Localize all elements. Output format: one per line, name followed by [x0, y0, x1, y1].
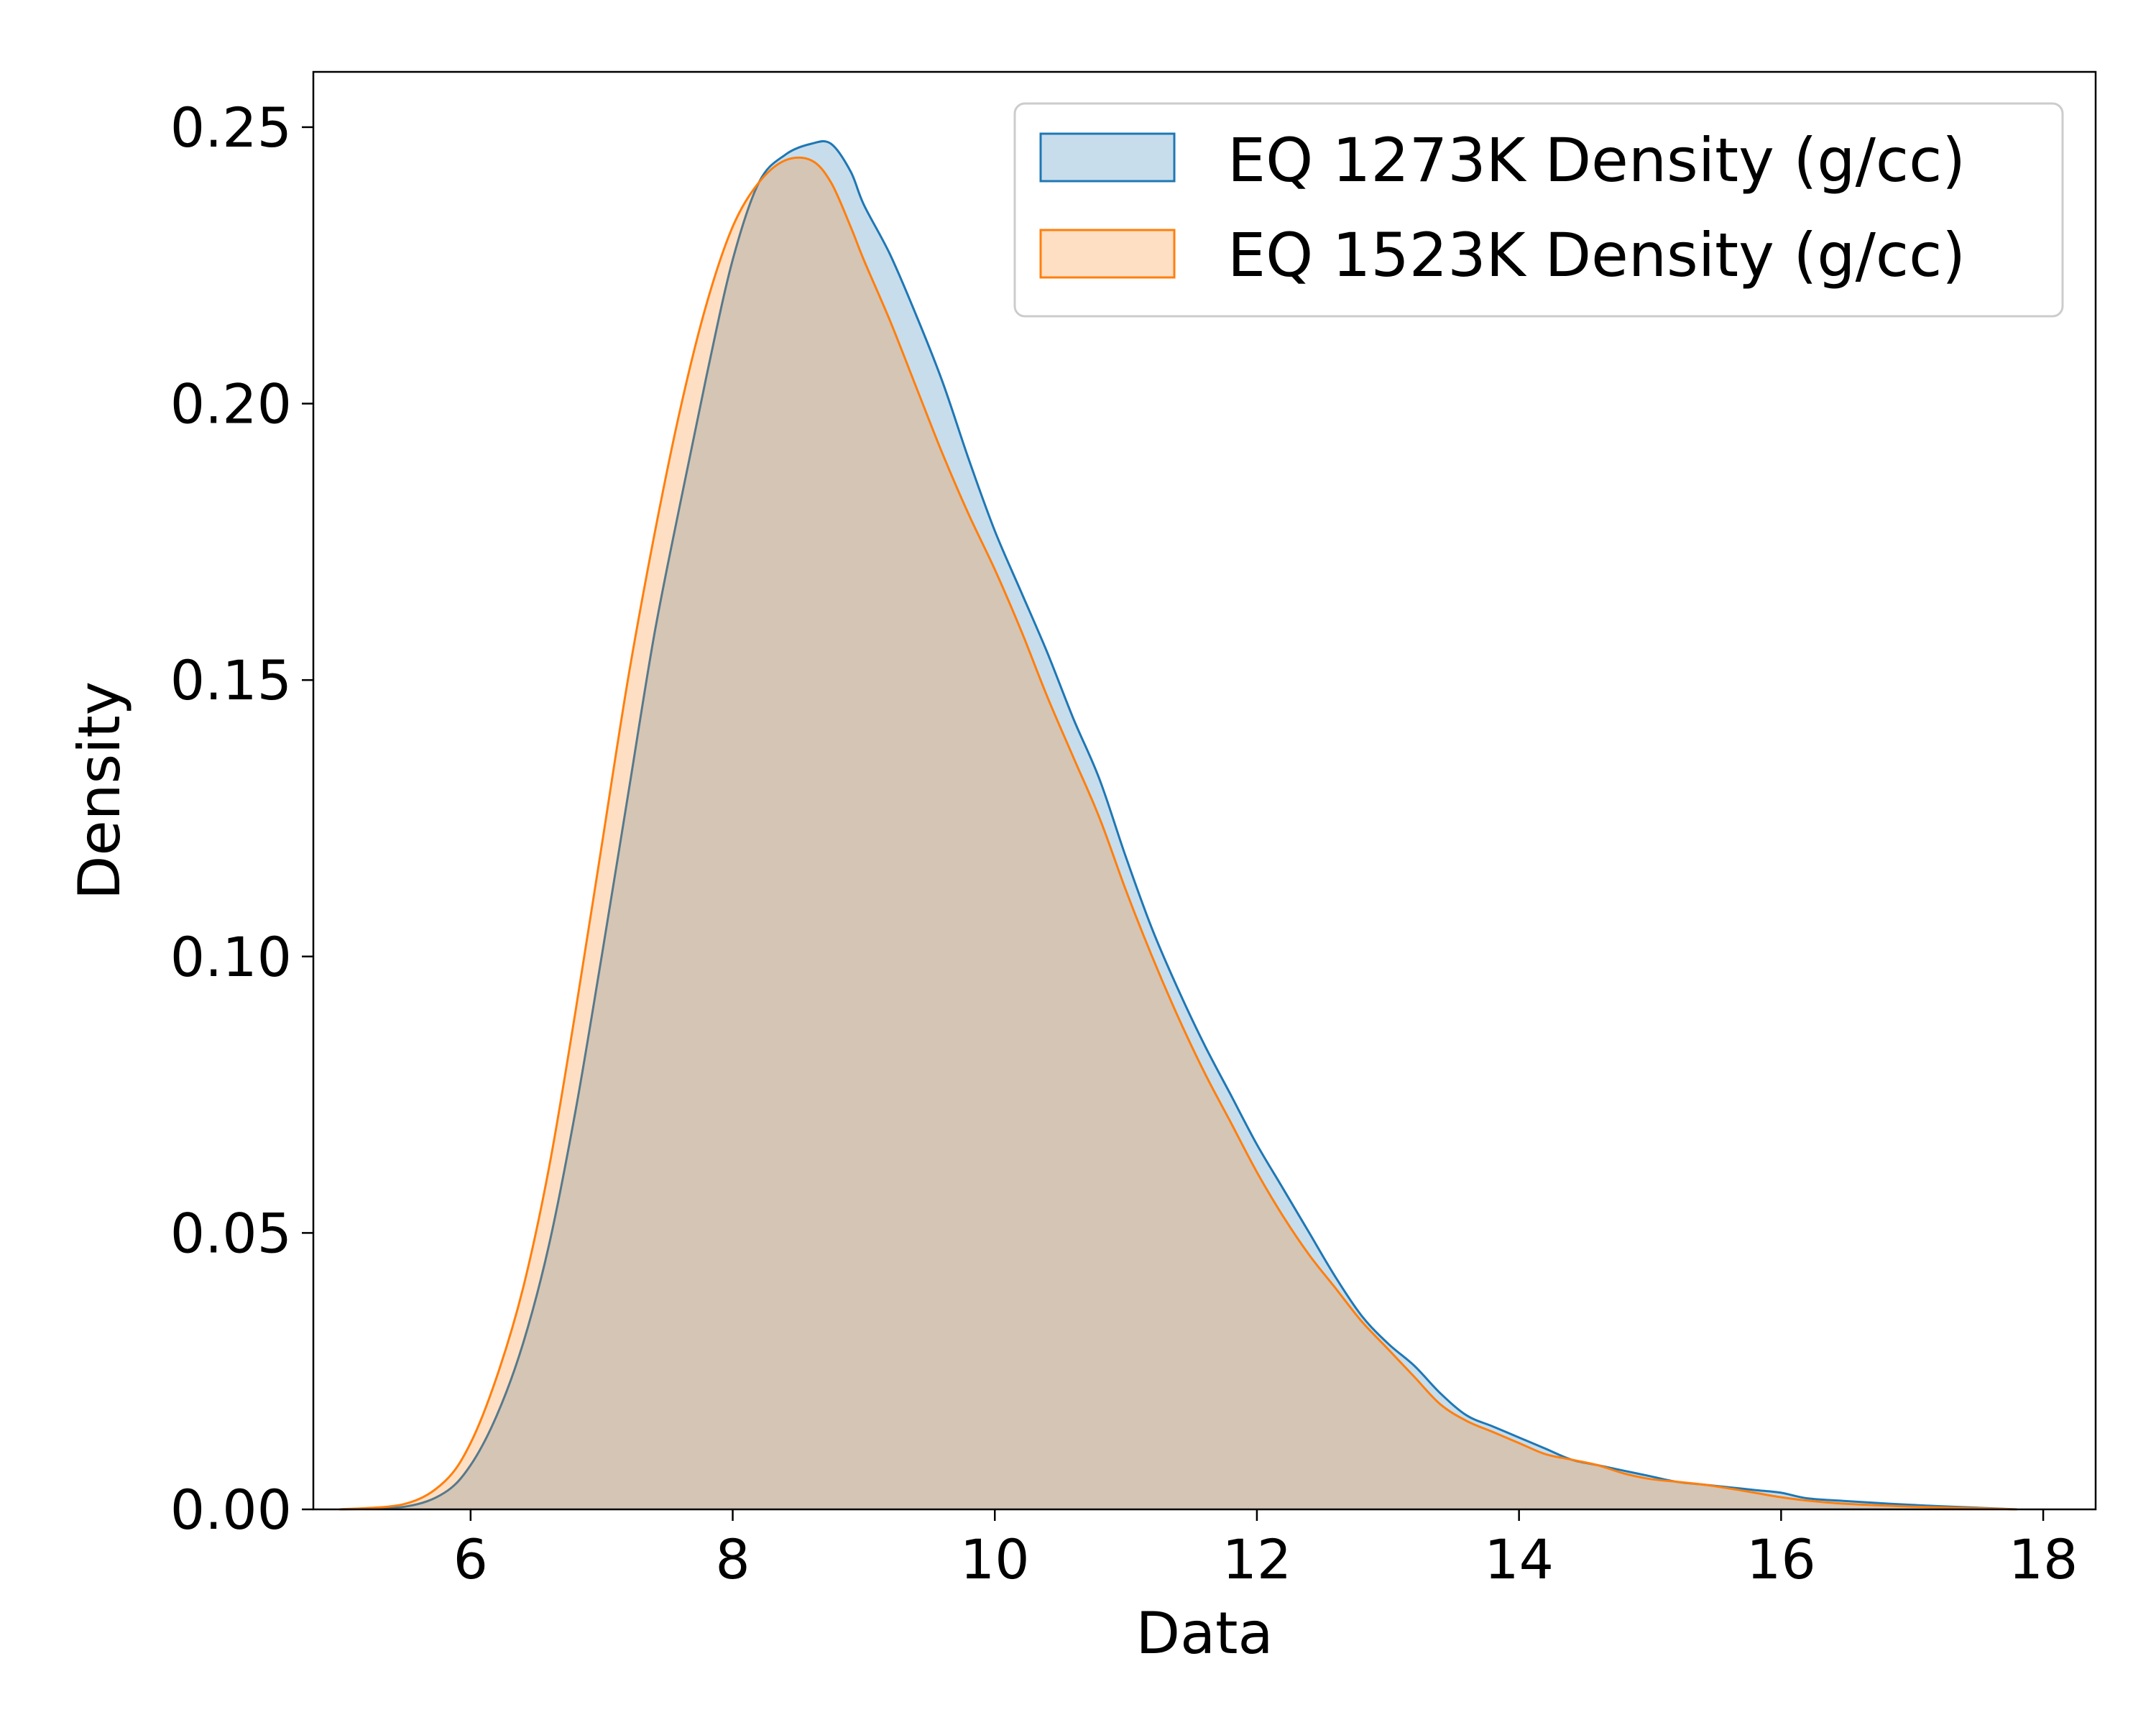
x-tick-label: 12 — [1222, 1527, 1292, 1591]
y-tick-label: 0.25 — [170, 96, 292, 160]
legend-label-1273k: EQ 1273K Density (g/cc) — [1227, 125, 1966, 196]
legend: EQ 1273K Density (g/cc) EQ 1523K Density… — [1013, 102, 2064, 318]
y-tick-label: 0.10 — [170, 925, 292, 989]
y-tick-label: 0.20 — [170, 372, 292, 436]
x-axis-label: Data — [1135, 1600, 1273, 1667]
y-tick-label: 0.15 — [170, 648, 292, 712]
legend-label-1523k: EQ 1523K Density (g/cc) — [1227, 220, 1966, 290]
plot-frame — [312, 70, 2097, 1511]
y-tick-label: 0.00 — [170, 1478, 292, 1542]
x-tick-label: 16 — [1746, 1527, 1816, 1591]
x-axis: 6 8 10 12 14 16 18 — [453, 1509, 2078, 1591]
x-tick-label: 14 — [1484, 1527, 1554, 1591]
line-1273k — [339, 140, 2017, 1511]
series-layer — [339, 140, 2017, 1511]
y-axis: 0.00 0.05 0.10 0.15 0.20 0.25 — [170, 96, 313, 1542]
legend-swatch-1523k — [1039, 229, 1176, 279]
legend-box — [1013, 102, 2064, 318]
x-tick-label: 10 — [960, 1527, 1030, 1591]
area-1273k — [339, 141, 2017, 1510]
area-1523k — [339, 157, 2017, 1510]
y-axis-label: Density — [66, 681, 133, 900]
y-tick-label: 0.05 — [170, 1201, 292, 1265]
line-1523k — [339, 156, 2017, 1511]
legend-swatch-1273k — [1039, 132, 1176, 183]
x-tick-label: 18 — [2009, 1527, 2078, 1591]
x-tick-label: 8 — [715, 1527, 750, 1591]
x-tick-label: 6 — [453, 1527, 488, 1591]
